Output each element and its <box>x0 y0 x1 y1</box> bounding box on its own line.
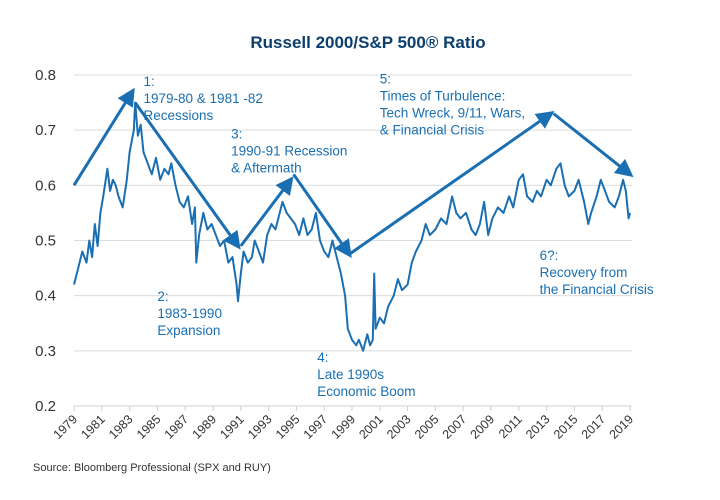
trend-arrow <box>552 112 634 178</box>
annotation-line: 3: <box>231 126 242 141</box>
x-tick-label: 2001 <box>356 412 386 442</box>
x-tick-label: 1997 <box>301 412 331 442</box>
annotation-line: 4: <box>317 350 328 365</box>
trend-arrow <box>133 101 241 250</box>
annotation-line: 1983-1990 <box>157 306 222 321</box>
annotation-5: 5: Times of Turbulence: Tech Wreck, 9/11, … <box>380 71 525 137</box>
y-tick-label: 0.5 <box>35 233 56 250</box>
y-axis-ticks: 0.2 0.3 0.4 0.5 0.6 0.7 0.8 <box>35 67 56 415</box>
x-tick-label: 2015 <box>551 412 581 442</box>
y-tick-label: 0.4 <box>35 288 56 305</box>
annotations: 1: 1979-80 & 1981 -82 Recessions 2: 1983-199… <box>144 71 654 399</box>
x-tick-label: 1999 <box>329 412 359 442</box>
x-tick-label: 2003 <box>384 412 414 442</box>
annotation-3: 3: 1990-91 Recession & Aftermath <box>231 126 347 175</box>
x-tick-label: 1979 <box>51 412 81 442</box>
annotation-line: Economic Boom <box>317 384 415 399</box>
series-line <box>73 101 631 352</box>
trend-arrow <box>292 173 352 258</box>
annotation-line: 6?: <box>540 248 559 263</box>
x-tick-label: 1983 <box>106 412 136 442</box>
x-tick-label: 2005 <box>412 412 442 442</box>
annotation-6: 6?: Recovery from the Financial Crisis <box>540 248 654 297</box>
chart-title: Russell 2000/S&P 500® Ratio <box>250 33 485 52</box>
annotation-line: & Financial Crisis <box>380 122 485 137</box>
trend-arrows <box>72 87 634 258</box>
annotation-4: 4: Late 1990s Economic Boom <box>317 350 415 399</box>
x-tick-label: 1987 <box>162 412 192 442</box>
y-tick-label: 0.3 <box>35 343 56 360</box>
annotation-line: the Financial Crisis <box>540 282 654 297</box>
source-note: Source: Bloomberg Professional (SPX and … <box>33 462 271 474</box>
y-tick-label: 0.2 <box>35 398 56 415</box>
x-tick-label: 2017 <box>579 412 609 442</box>
x-tick-label: 2013 <box>523 412 553 442</box>
annotation-line: 2: <box>157 289 168 304</box>
series-line-group <box>73 101 631 352</box>
x-tick-label: 1991 <box>217 412 247 442</box>
x-tick-label: 2007 <box>440 412 470 442</box>
y-tick-label: 0.8 <box>35 67 56 84</box>
gridlines <box>74 74 632 407</box>
trend-arrow <box>348 111 555 256</box>
annotation-line: Recessions <box>144 108 214 123</box>
annotation-line: & Aftermath <box>231 160 302 175</box>
annotation-line: 1990-91 Recession <box>231 143 347 158</box>
trend-arrow <box>72 87 135 187</box>
x-axis-ticks: 1979198119831985198719891991199319951997… <box>51 405 637 442</box>
annotation-line: Tech Wreck, 9/11, Wars, <box>380 105 525 120</box>
trend-arrow <box>239 176 294 247</box>
annotation-line: 5: <box>380 71 391 86</box>
y-tick-label: 0.7 <box>35 122 56 139</box>
annotation-2: 2: 1983-1990 Expansion <box>157 289 222 338</box>
x-tick-label: 2011 <box>496 412 525 441</box>
annotation-line: Late 1990s <box>317 367 384 382</box>
x-tick-label: 1995 <box>273 412 303 442</box>
annotation-line: Times of Turbulence: <box>380 88 506 103</box>
x-tick-label: 1985 <box>134 412 164 442</box>
x-tick-label: 2009 <box>468 412 498 442</box>
annotation-line: 1979-80 & 1981 -82 <box>144 91 263 106</box>
annotation-1: 1: 1979-80 & 1981 -82 Recessions <box>144 74 263 123</box>
x-tick-label: 1981 <box>78 412 108 442</box>
x-tick-label: 1993 <box>245 412 275 442</box>
annotation-line: 1: <box>144 74 155 89</box>
annotation-line: Recovery from <box>540 265 628 280</box>
x-tick-label: 1989 <box>190 412 220 442</box>
y-tick-label: 0.6 <box>35 177 56 194</box>
annotation-line: Expansion <box>157 323 220 338</box>
x-tick-label: 2019 <box>607 412 637 442</box>
